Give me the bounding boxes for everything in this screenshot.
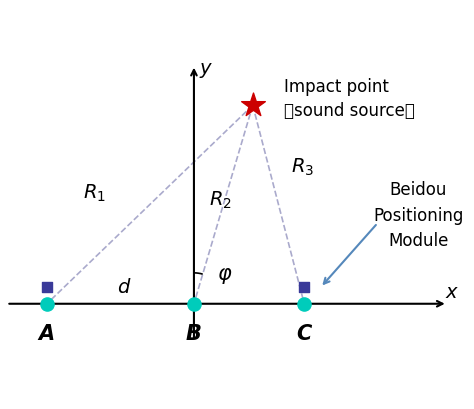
Point bbox=[43, 301, 51, 307]
Point bbox=[190, 301, 198, 307]
Text: （sound source）: （sound source） bbox=[283, 102, 414, 120]
Point bbox=[301, 301, 308, 307]
Point bbox=[301, 283, 308, 290]
Point bbox=[249, 102, 256, 108]
Text: $R_1$: $R_1$ bbox=[83, 183, 106, 204]
Text: Module: Module bbox=[388, 232, 448, 250]
Text: x: x bbox=[446, 283, 457, 302]
Text: $R_2$: $R_2$ bbox=[209, 190, 232, 211]
Point bbox=[43, 283, 51, 290]
Text: $\varphi$: $\varphi$ bbox=[217, 266, 233, 286]
Text: Positioning: Positioning bbox=[373, 207, 464, 225]
Text: B: B bbox=[186, 324, 202, 344]
Text: C: C bbox=[297, 324, 312, 344]
Text: Beidou: Beidou bbox=[390, 181, 447, 199]
Text: y: y bbox=[199, 59, 211, 78]
Text: A: A bbox=[39, 324, 55, 344]
Text: Impact point: Impact point bbox=[283, 78, 389, 96]
Text: $d$: $d$ bbox=[117, 278, 131, 297]
Text: $R_3$: $R_3$ bbox=[291, 157, 314, 178]
